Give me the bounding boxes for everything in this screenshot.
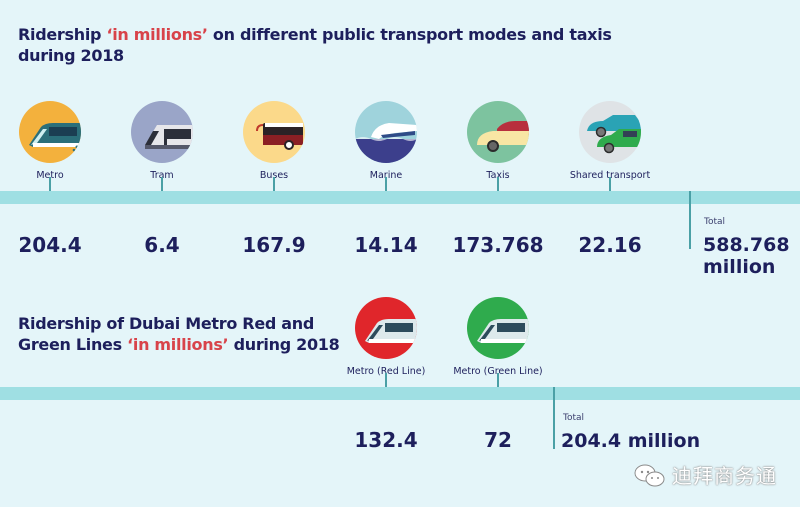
metro-red-line-icon [355, 297, 417, 359]
mode-item: Shared transport [555, 101, 665, 181]
metro-line-label: Metro (Red Line) [346, 366, 426, 377]
mode-value: 22.16 [578, 233, 642, 257]
chart-title-transport-modes: Ridership ‘in millions’ on different pub… [18, 24, 618, 66]
total-label-1: Total [704, 217, 726, 227]
metro-green-line-icon [467, 297, 529, 359]
tram-icon [131, 101, 193, 163]
metro-line-value: 72 [484, 428, 512, 452]
total-value-number: 588.768 [703, 234, 790, 256]
mode-label: Taxis [486, 170, 510, 181]
timeline-band-2 [0, 387, 800, 400]
total-divider-1 [689, 191, 691, 249]
metro-line-label: Metro (Green Line) [453, 366, 543, 377]
mode-value: 167.9 [242, 233, 306, 257]
mode-value: 173.768 [452, 233, 544, 257]
mode-tick [273, 177, 275, 204]
title-text: Ridership of Dubai Metro Red and Green L… [18, 314, 315, 354]
mode-item: Taxis [443, 101, 553, 181]
mode-tick [161, 177, 163, 204]
mode-tick [385, 177, 387, 204]
boat-icon [355, 101, 417, 163]
metro-line-item: Metro (Green Line) [443, 297, 553, 377]
mode-value: 6.4 [144, 233, 180, 257]
mode-label: Marine [369, 170, 403, 181]
total-value-1: 588.768 million [703, 234, 790, 278]
mode-tick [609, 177, 611, 204]
total-label-2: Total [563, 413, 585, 423]
mode-label: Tram [150, 170, 174, 181]
mode-label: Metro [36, 170, 64, 181]
metro-line-value: 132.4 [354, 428, 418, 452]
total-value-unit: million [703, 256, 776, 278]
title-text-rest: on different public transport modes and … [18, 25, 612, 65]
mode-tick [49, 177, 51, 204]
bus-icon [243, 101, 305, 163]
metro-line-item: Metro (Red Line) [331, 297, 441, 377]
mode-item: Buses [219, 101, 329, 181]
mode-value: 14.14 [354, 233, 418, 257]
watermark-text: 迪拜商务通 [672, 464, 777, 488]
mode-label: Shared transport [569, 170, 651, 181]
mode-tick [497, 177, 499, 204]
mode-item: Tram [107, 101, 217, 181]
title-text: Ridership [18, 25, 107, 44]
mode-label: Buses [259, 170, 289, 181]
taxi-car-icon [467, 101, 529, 163]
total-divider-2 [553, 387, 555, 449]
mode-item: Marine [331, 101, 441, 181]
metro-line-tick [385, 373, 387, 400]
chart-title-metro-lines: Ridership of Dubai Metro Red and Green L… [18, 313, 348, 355]
wechat-icon [634, 464, 665, 487]
timeline-band-1 [0, 191, 800, 204]
title-highlight-unit: ‘in millions’ [127, 335, 229, 354]
mode-item: Metro [0, 101, 105, 181]
title-highlight-unit: ‘in millions’ [106, 25, 208, 44]
title-text-rest: during 2018 [228, 335, 340, 354]
metro-line-tick [497, 373, 499, 400]
metro-train-icon [19, 101, 81, 163]
mode-value: 204.4 [18, 233, 82, 257]
shared-cars-icon [579, 101, 641, 163]
total-value-2: 204.4 million [561, 430, 701, 452]
